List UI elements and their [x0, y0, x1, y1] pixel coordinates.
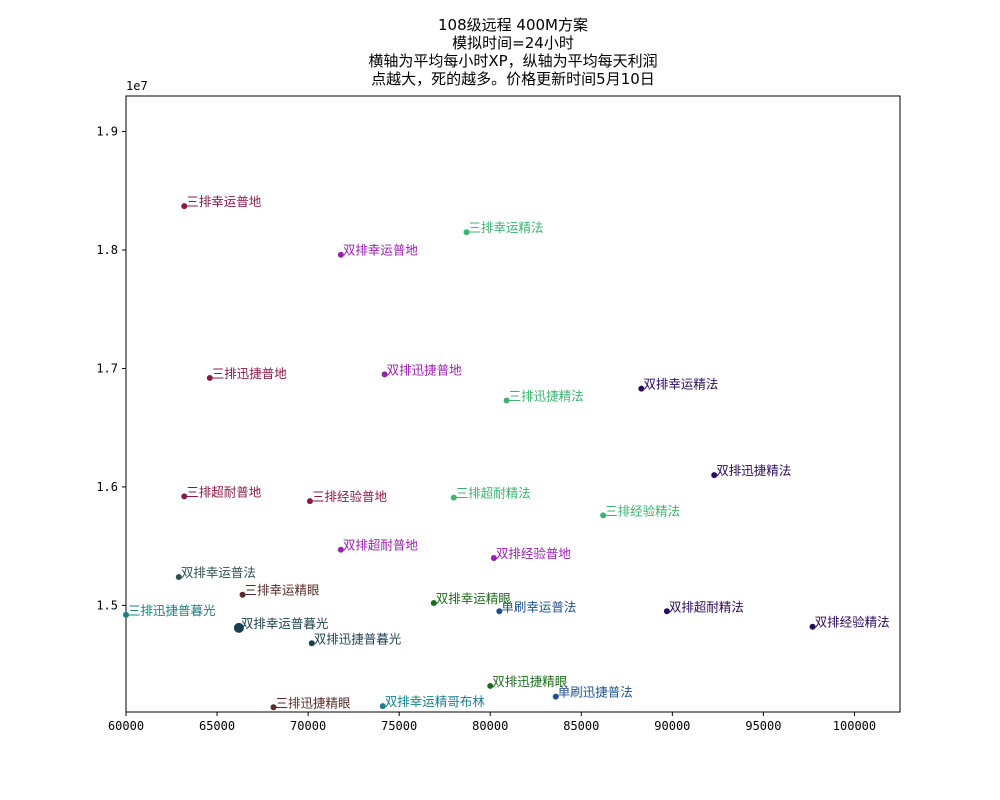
y-tick-label: 1.6: [96, 480, 118, 494]
x-tick-label: 75000: [381, 719, 417, 733]
y-offset-label: 1e7: [126, 79, 148, 93]
y-tick-label: 1.9: [96, 125, 118, 139]
data-point-label: 双排幸运普暮光: [241, 616, 329, 631]
data-point-label: 单刷迅捷普法: [558, 685, 633, 700]
x-tick-label: 100000: [833, 719, 876, 733]
data-point: [463, 229, 470, 236]
data-point: [381, 371, 388, 378]
chart-title: 108级远程 400M方案模拟时间=24小时横轴为平均每小时XP，纵轴为平均每天…: [368, 16, 657, 88]
data-point-label: 双排迅捷精法: [716, 463, 791, 478]
data-point: [379, 703, 386, 710]
data-point-label: 三排迅捷精法: [509, 388, 584, 403]
data-point: [450, 494, 457, 501]
title-line-1: 108级远程 400M方案: [438, 16, 588, 34]
data-point-label: 三排经验普地: [312, 489, 388, 504]
x-tick-label: 85000: [563, 719, 599, 733]
x-tick-label: 90000: [654, 719, 690, 733]
data-point-label: 三排迅捷精眼: [276, 695, 352, 710]
data-point: [487, 682, 494, 689]
data-point: [337, 546, 344, 553]
data-point: [306, 498, 313, 505]
data-point: [638, 385, 645, 392]
data-point-label: 三排迅捷普暮光: [128, 603, 216, 618]
x-tick-label: 65000: [199, 719, 235, 733]
data-point-label: 双排迅捷精眼: [492, 674, 568, 689]
data-point: [337, 251, 344, 258]
data-point: [123, 611, 129, 618]
data-point-label: 单刷幸运普法: [501, 599, 576, 614]
data-point-label: 三排经验精法: [605, 503, 680, 518]
data-point: [711, 472, 718, 479]
data-point: [430, 600, 437, 607]
data-point-label: 双排幸运精哥布林: [385, 694, 486, 709]
data-point: [233, 622, 244, 633]
data-point-label: 三排超耐精法: [456, 486, 531, 501]
data-point-label: 双排经验精法: [815, 615, 890, 630]
data-point: [270, 704, 277, 711]
x-tick-label: 80000: [472, 719, 508, 733]
x-tick-label: 95000: [745, 719, 781, 733]
data-point: [600, 512, 607, 519]
data-point-label: 三排迅捷普地: [212, 366, 288, 381]
data-point: [239, 591, 246, 598]
y-axis: 1.5 1.6 1.7 1.8 1.9: [96, 125, 126, 612]
data-point: [175, 573, 182, 580]
x-tick-label: 60000: [108, 719, 144, 733]
data-point: [552, 693, 559, 700]
data-point-label: 三排幸运精法: [469, 220, 544, 235]
data-point: [496, 608, 503, 615]
data-point-label: 三排幸运精眼: [245, 583, 321, 598]
data-point-label: 双排幸运普法: [181, 565, 256, 580]
data-point-label: 双排经验普地: [496, 546, 572, 561]
data-point: [809, 623, 816, 630]
data-point-label: 双排幸运精眼: [436, 591, 512, 606]
data-point-label: 双排幸运普地: [343, 243, 419, 258]
y-tick-label: 1.8: [96, 243, 118, 257]
x-axis: 60000 65000 70000 75000 80000 85000 90000 95000…: [108, 712, 876, 733]
data-point: [181, 203, 188, 210]
x-tick-label: 70000: [290, 719, 326, 733]
data-point-label: 双排幸运精法: [643, 377, 718, 392]
data-point-label: 双排超耐普地: [343, 538, 419, 553]
data-point-label: 双排迅捷普地: [387, 362, 463, 377]
data-point: [503, 397, 510, 404]
data-point: [181, 493, 188, 500]
data-point: [308, 640, 315, 647]
data-point-label: 三排幸运普地: [186, 194, 262, 209]
y-tick-label: 1.5: [96, 598, 118, 612]
y-tick-label: 1.7: [96, 361, 118, 375]
title-line-3: 横轴为平均每小时XP，纵轴为平均每天利润: [368, 52, 657, 70]
title-line-2: 模拟时间=24小时: [452, 34, 574, 52]
data-point-label: 双排超耐精法: [669, 599, 744, 614]
data-point: [490, 555, 497, 561]
data-point-label: 三排超耐普地: [186, 484, 262, 499]
title-line-4: 点越大，死的越多。价格更新时间5月10日: [371, 70, 655, 88]
data-point: [663, 608, 670, 615]
data-point: [206, 374, 213, 381]
plot-area: [125, 95, 901, 713]
data-point-label: 双排迅捷普暮光: [314, 631, 402, 646]
